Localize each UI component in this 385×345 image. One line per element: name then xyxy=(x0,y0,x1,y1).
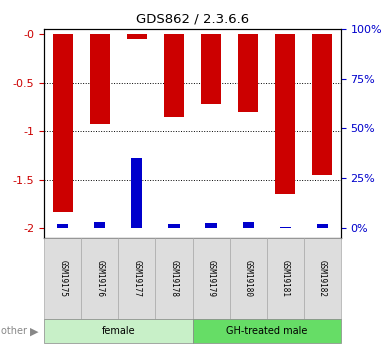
Bar xyxy=(275,34,295,194)
Text: GSM19181: GSM19181 xyxy=(281,260,290,297)
Bar xyxy=(316,224,328,228)
Text: GSM19175: GSM19175 xyxy=(58,260,67,297)
Bar xyxy=(243,222,254,228)
Bar xyxy=(90,34,110,125)
Bar xyxy=(53,34,73,212)
Bar xyxy=(238,34,258,112)
Bar xyxy=(131,158,142,228)
Bar xyxy=(127,34,147,39)
Bar xyxy=(201,34,221,104)
Text: GH-treated male: GH-treated male xyxy=(226,326,307,336)
Text: GSM19179: GSM19179 xyxy=(206,260,216,297)
Text: GSM19182: GSM19182 xyxy=(318,260,327,297)
Text: female: female xyxy=(102,326,135,336)
Text: other: other xyxy=(1,326,30,336)
Bar xyxy=(57,224,69,228)
Bar xyxy=(280,227,291,228)
Bar xyxy=(312,34,332,175)
Text: GSM19176: GSM19176 xyxy=(95,260,104,297)
Text: GSM19177: GSM19177 xyxy=(132,260,141,297)
Text: GSM19180: GSM19180 xyxy=(244,260,253,297)
Text: GDS862 / 2.3.6.6: GDS862 / 2.3.6.6 xyxy=(136,12,249,25)
Bar xyxy=(164,34,184,117)
Text: GSM19178: GSM19178 xyxy=(169,260,179,297)
Bar xyxy=(206,223,217,228)
Bar xyxy=(168,224,179,228)
Bar xyxy=(94,222,105,228)
Text: ▶: ▶ xyxy=(30,326,38,336)
